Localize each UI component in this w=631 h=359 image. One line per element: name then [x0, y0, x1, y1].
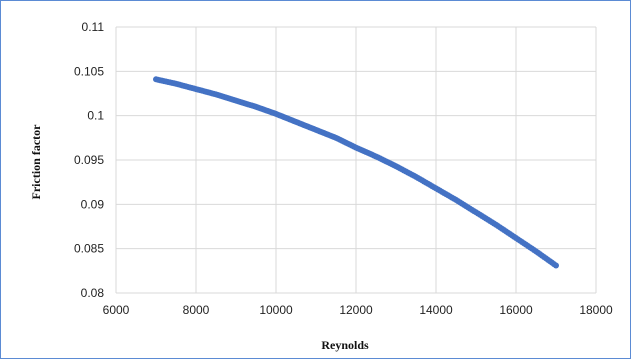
- x-tick-labels: 6000 8000 10000 12000 14000 16000 18000: [103, 303, 613, 317]
- x-tick-label: 18000: [579, 303, 613, 317]
- x-tick-label: 16000: [499, 303, 533, 317]
- gridlines: [115, 26, 597, 294]
- y-tick-labels: 0.08 0.085 0.09 0.095 0.1 0.105 0.11: [74, 20, 104, 300]
- x-tick-label: 10000: [259, 303, 293, 317]
- y-tick-label: 0.095: [74, 153, 104, 167]
- data-points: [153, 76, 559, 269]
- y-tick-label: 0.08: [81, 286, 105, 300]
- y-tick-label: 0.085: [74, 242, 104, 256]
- x-axis-title: Reynolds: [321, 338, 369, 352]
- data-point: [553, 262, 559, 269]
- y-axis-title: Friction factor: [29, 124, 43, 200]
- x-tick-label: 12000: [339, 303, 373, 317]
- y-tick-label: 0.105: [74, 64, 104, 78]
- y-tick-label: 0.1: [87, 109, 104, 123]
- x-tick-label: 6000: [103, 303, 130, 317]
- x-tick-label: 8000: [183, 303, 210, 317]
- x-tick-label: 14000: [419, 303, 453, 317]
- y-tick-label: 0.11: [82, 20, 105, 34]
- y-tick-label: 0.09: [81, 197, 105, 211]
